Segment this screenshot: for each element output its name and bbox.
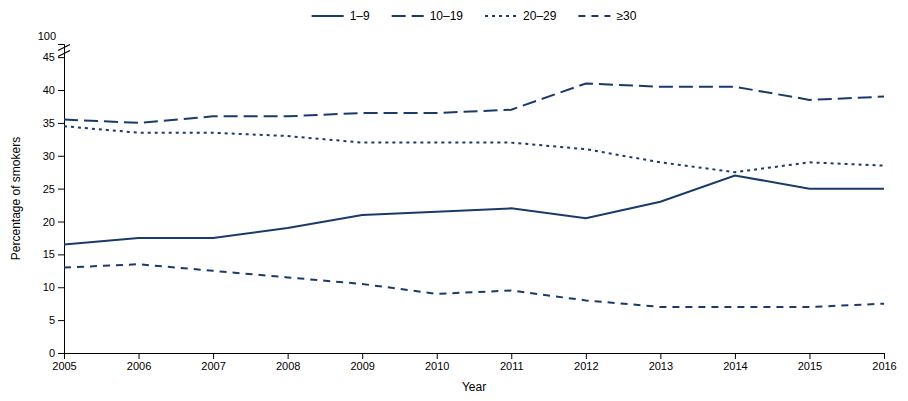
x-tick-label: 2015 [798,360,822,372]
x-tick-label: 2010 [425,360,449,372]
x-tick: 2009 [350,353,374,372]
y-tick: 0 [49,347,64,359]
x-tick: 2015 [798,353,822,372]
x-tick-mark [511,353,512,359]
chart: 2005200620072008200920102011201220132014… [0,0,908,401]
y-tick: 10 [43,281,64,293]
y-tick-label: 35 [43,117,55,129]
axis-break [58,51,70,57]
y-tick-label: 5 [49,314,55,326]
legend-label: 10–19 [430,9,464,23]
x-tick: 2016 [872,353,896,372]
y-tick-mark [58,57,64,58]
x-tick: 2011 [500,353,524,372]
x-tick-mark [362,353,363,359]
x-tick: 2014 [723,353,747,372]
x-tick-mark [884,353,885,359]
x-tick-mark [288,353,289,359]
x-tick-mark [660,353,661,359]
y-axis-title: Percentage of smokers [9,137,23,260]
series-line [64,175,884,244]
y-tick-label: 25 [43,183,55,195]
x-tick-mark [809,353,810,359]
y-tick-label: 30 [43,150,55,162]
y-tick: 40 [43,84,64,96]
y-tick-label: 0 [49,347,55,359]
axis-break [58,45,70,51]
x-tick: 2013 [649,353,673,372]
y-tick-mark [58,222,64,223]
x-tick-mark [213,353,214,359]
y-tick-mark [58,123,64,124]
x-tick-label: 2008 [276,360,300,372]
y-tick: 30 [43,150,64,162]
x-tick: 2012 [574,353,598,372]
legend-label: 1–9 [350,9,370,23]
x-tick: 2007 [201,353,225,372]
y-tick-mark [58,189,64,190]
x-axis-line [65,354,885,360]
x-tick: 2008 [276,353,300,372]
legend-swatch [312,15,344,17]
y-tick-label: 40 [43,84,55,96]
x-tick: 2005 [52,353,76,372]
lines [64,83,884,307]
x-tick-label: 2011 [500,360,524,372]
x-tick-mark [139,353,140,359]
y-tick-label: 15 [43,248,55,260]
x-tick-label: 2016 [872,360,896,372]
legend-item: ≥30 [578,9,636,23]
series-line [64,126,884,172]
y-tick: 5 [49,314,64,326]
x-tick: 2010 [425,353,449,372]
x-tick-mark [735,353,736,359]
y-tick-mark [58,353,64,354]
y-tick: 35 [43,117,64,129]
x-tick-label: 2012 [574,360,598,372]
x-tick-mark [437,353,438,359]
y-axis: 0 5 10 15 20 25 30 35 40 45 [43,45,65,360]
y-tick-label: 45 [43,51,55,63]
x-tick-label: 2014 [723,360,747,372]
x-tick-label: 2005 [52,360,76,372]
legend-item: 20–29 [485,9,557,23]
legend-item: 10–19 [392,9,464,23]
legend-item: 1–9 [312,9,370,23]
y-tick: 25 [43,183,64,195]
x-tick-label: 2007 [201,360,225,372]
y-tick-label: 10 [43,281,55,293]
x-tick-mark [586,353,587,359]
y-tick-mark [58,90,64,91]
legend-label: ≥30 [616,9,636,23]
x-axis: 2005 2006 2007 2008 2009 2010 2011 2012 2013 2014… [52,353,896,372]
x-tick-label: 2006 [127,360,151,372]
plot: 2005200620072008200920102011201220132014… [9,30,897,394]
x-tick-label: 2009 [350,360,374,372]
x-tick: 2006 [127,353,151,372]
annotation: 100 [38,30,56,42]
y-tick-mark [58,320,64,321]
x-axis-title: Year [462,380,486,394]
y-tick-mark [58,287,64,288]
legend-label: 20–29 [523,9,557,23]
y-tick: 20 [43,216,64,228]
y-tick: 45 [43,51,64,63]
y-tick-mark [58,156,64,157]
legend: 1–9 10–19 20–29 ≥30 [312,9,637,23]
x-tick-label: 2013 [649,360,673,372]
legend-swatch [392,15,424,17]
series-line [64,264,884,307]
y-tick: 15 [43,248,64,260]
y-axis-line [58,45,65,354]
y-tick-mark [58,254,64,255]
legend-swatch [485,15,517,17]
y-tick-label: 20 [43,216,55,228]
legend-swatch [578,15,610,17]
series-line [64,83,884,122]
